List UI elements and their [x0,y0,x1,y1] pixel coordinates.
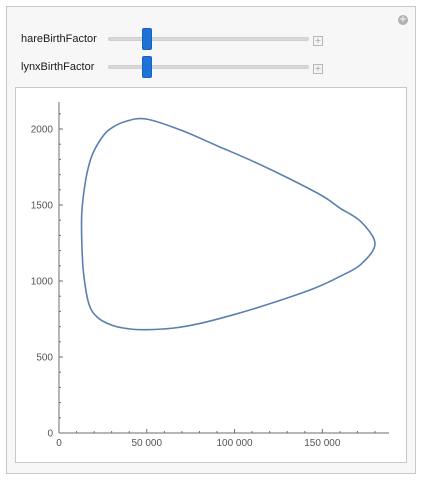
phase-curve [80,117,376,331]
y-tick-label: 1500 [31,201,54,212]
y-tick-label: 0 [47,429,53,440]
plus-circle-icon[interactable]: + [398,14,408,25]
hare-birth-factor-slider-thumb[interactable] [142,28,153,50]
y-tick-label: 1000 [31,277,54,288]
hare-birth-factor-plus-icon[interactable]: + [313,36,323,46]
lynx-birth-factor-slider-thumb[interactable] [142,56,153,78]
x-tick-label: 0 [56,438,62,449]
hare-birth-factor-slider[interactable] [108,37,309,41]
x-tick-label: 50 000 [131,438,162,449]
lynx-birth-factor-plus-icon[interactable]: + [313,64,323,74]
y-tick-label: 2000 [31,125,54,136]
y-tick-label: 500 [36,353,53,364]
hare-birth-factor-label: hareBirthFactor [21,33,97,45]
lynx-birth-factor-label: lynxBirthFactor [21,61,95,73]
lynx-birth-factor-slider[interactable] [108,65,309,69]
x-tick-label: 100 000 [216,438,253,449]
x-tick-label: 150 000 [304,438,341,449]
